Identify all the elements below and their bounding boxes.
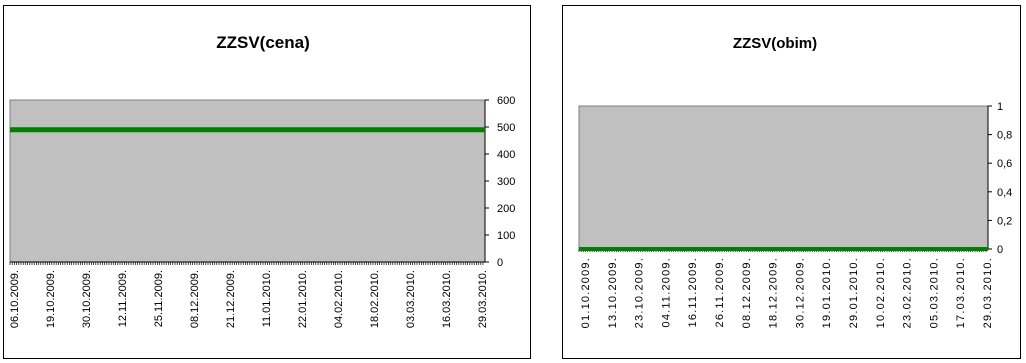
x-tick-label: 11.01.2010. [261, 270, 273, 327]
y-tick-label: 500 [497, 122, 515, 134]
chart-cena: ZZSV(cena) 0 100 200 300 400 500 600 06.10.2009.… [9, 33, 515, 328]
x-tick-label: 08.12.2009. [189, 270, 201, 328]
y-tick-label: 0 [497, 257, 503, 269]
x-tick-label: 25.11.2009. [153, 270, 165, 327]
x-tick-label: 13.10.2009. [607, 257, 619, 328]
x-tick-label: 23.02.2010. [902, 257, 914, 328]
x-tick-label: 12.11.2009. [117, 270, 129, 327]
x-tick-label: 29.03.2010. [982, 257, 994, 328]
plot-area [9, 99, 486, 263]
y-tick-label: 400 [497, 149, 515, 161]
x-tick-label: 29.03.2010. [477, 270, 489, 328]
x-tick-label: 23.10.2009. [634, 257, 646, 328]
x-tick-label: 17.03.2010. [955, 257, 967, 328]
x-tick-label: 06.10.2009. [9, 270, 21, 328]
y-tick-label: 300 [497, 176, 515, 188]
x-tick-label: 16.03.2010. [441, 270, 453, 328]
chart-title: ZZSV(cena) [216, 33, 310, 52]
x-tick-label: 04.11.2009. [660, 257, 672, 328]
x-tick-label: 22.01.2010. [297, 270, 309, 328]
chart-panel-obim: ZZSV(obim) 0 0,2 0,4 0,6 0,8 1 01.10.2009. 13.10… [562, 5, 1021, 359]
x-tick-label: 30.10.2009. [81, 270, 93, 328]
x-tick-label: 10.02.2010. [875, 257, 887, 328]
x-tick-label: 18.02.2010. [369, 270, 381, 328]
x-minor-ticks [9, 262, 484, 265]
x-tick-label: 21.12.2009. [225, 270, 237, 328]
x-tick-label: 29.01.2010. [848, 257, 860, 328]
x-tick-label: 04.02.2010. [333, 270, 345, 328]
y-tick-label: 0,2 [997, 215, 1012, 227]
chart-panel-cena: ZZSV(cena) 0 100 200 300 400 500 600 06.10.2009.… [3, 5, 531, 359]
x-tick-label: 08.12.2009. [741, 257, 753, 328]
y-tick-label: 1 [997, 101, 1003, 113]
y-tick-label: 0,4 [997, 187, 1012, 199]
x-tick-label: 03.03.2010. [405, 270, 417, 328]
x-tick-label: 18.12.2009. [768, 257, 780, 328]
y-tick-label: 0 [997, 244, 1003, 256]
x-tick-label: 05.03.2010. [928, 257, 940, 328]
x-tick-label: 01.10.2009. [580, 257, 592, 328]
chart-title: ZZSV(obim) [733, 35, 817, 52]
x-tick-label: 16.11.2009. [687, 257, 699, 328]
y-tick-label: 0,6 [997, 158, 1012, 170]
plot-area [578, 105, 989, 250]
chart-obim: ZZSV(obim) 0 0,2 0,4 0,6 0,8 1 01.10.2009. 13.10… [578, 35, 1012, 328]
x-tick-label: 19.10.2009. [45, 270, 57, 328]
x-tick-label: 19.01.2010. [821, 257, 833, 328]
y-tick-label: 200 [497, 203, 515, 215]
y-tick-label: 0,8 [997, 130, 1012, 142]
x-tick-label: 26.11.2009. [714, 257, 726, 328]
y-tick-label: 100 [497, 230, 515, 242]
x-tick-label: 30.12.2009. [794, 257, 806, 328]
y-tick-label: 600 [497, 95, 515, 107]
